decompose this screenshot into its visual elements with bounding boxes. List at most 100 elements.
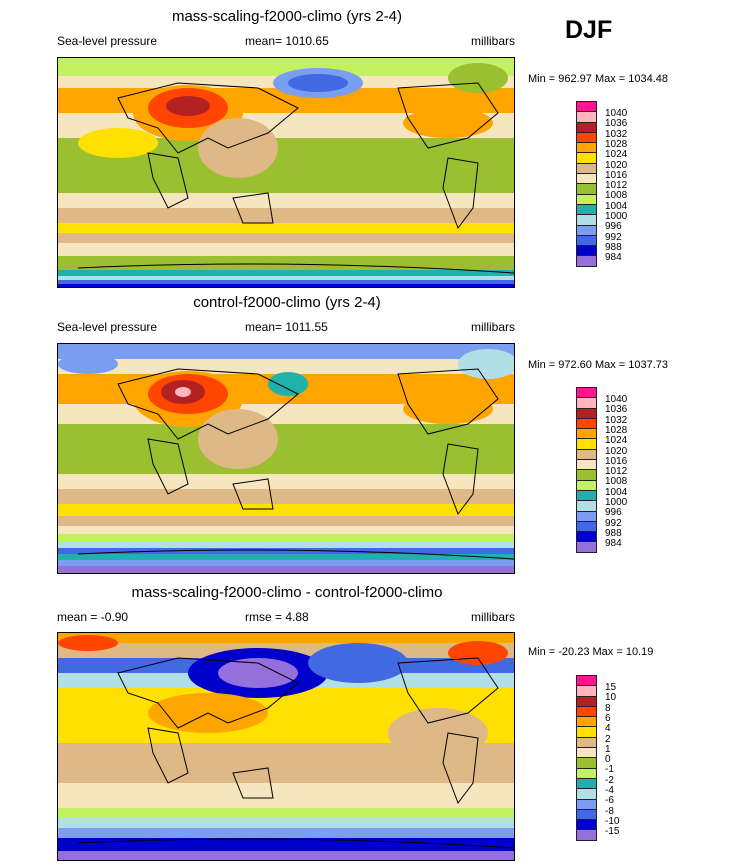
contour-fill: [448, 641, 508, 665]
contour-fill: [58, 284, 514, 287]
contour-fill: [58, 243, 514, 257]
contour-fill: [58, 783, 514, 809]
contour-fill: [442, 732, 479, 805]
contour-fill: [403, 108, 493, 138]
contour-fill: [232, 478, 274, 510]
minmax-label: Min = 972.60 Max = 1037.73: [528, 359, 669, 371]
colorbar-label: -8: [605, 805, 614, 817]
contour-fill: [58, 504, 514, 517]
colorbar: [576, 675, 597, 841]
contour-fill: [58, 516, 514, 527]
contour-fill: [58, 534, 514, 543]
units-label: millibars: [470, 320, 515, 334]
contour-fill: [58, 554, 514, 561]
colorbar-label: 1024: [605, 435, 628, 447]
colorbar-swatch: [576, 541, 597, 553]
contour-fill: [147, 438, 189, 495]
contour-fill: [58, 223, 514, 234]
colorbar-label: 984: [605, 538, 622, 550]
contour-fill: [117, 657, 299, 729]
contour-fill: [117, 82, 299, 154]
colorbar-label: 1016: [605, 455, 628, 467]
units-label: millibars: [470, 610, 515, 624]
colorbar-label: -4: [605, 785, 614, 796]
contour-fill: [58, 851, 514, 860]
colorbar-label: 992: [605, 231, 622, 243]
contour-fill: [288, 74, 348, 92]
colorbar-swatch: [576, 255, 597, 267]
colorbar-label: 1012: [605, 466, 628, 478]
minmax-label: Min = 962.97 Max = 1034.48: [528, 73, 669, 85]
contour-fill: [77, 263, 514, 274]
colorbar-label: 1040: [605, 108, 628, 119]
contour-fill: [175, 387, 191, 397]
mean-label: mean= 1010.65: [245, 34, 329, 48]
colorbar-label: 1016: [605, 169, 628, 181]
contour-fill: [58, 818, 514, 829]
contour-fill: [448, 63, 508, 93]
colorbar-label: 1020: [605, 445, 628, 457]
colorbar-label: -6: [605, 795, 614, 807]
contour-fill: [397, 368, 499, 435]
colorbar-label: 1004: [605, 486, 628, 498]
contour-fill: [442, 157, 479, 230]
panel-title: mass-scaling-f2000-climo - control-f2000…: [131, 584, 443, 601]
colorbar-label: 10: [605, 692, 617, 704]
contour-fill: [58, 542, 514, 549]
colorbar-label: 988: [605, 241, 622, 253]
contour-fill: [77, 549, 514, 560]
colorbar: [576, 101, 597, 267]
contour-fill: [58, 635, 118, 651]
colorbar-label: 1004: [605, 200, 628, 212]
colorbar-label: 1020: [605, 159, 628, 171]
variable-label: Sea-level pressure: [57, 320, 158, 334]
mean-label: mean= 1011.55: [245, 320, 328, 334]
contour-fill: [58, 566, 514, 573]
colorbar-label: 2: [605, 733, 611, 745]
colorbar-label: 1032: [605, 414, 628, 426]
contour-fill: [58, 808, 514, 819]
colorbar-label: 1032: [605, 128, 628, 140]
contour-fill: [442, 443, 479, 516]
contour-fill: [458, 349, 514, 379]
contour-fill: [218, 658, 298, 688]
contour-fill: [58, 548, 514, 555]
contour-fill: [58, 276, 514, 281]
contour-fill: [268, 372, 308, 396]
contour-fill: [198, 409, 278, 469]
map-plot: [57, 632, 515, 861]
contour-fill: [58, 633, 514, 644]
colorbar-label: -2: [605, 774, 614, 786]
colorbar-label: 1028: [605, 138, 628, 150]
colorbar-label: 1036: [605, 118, 628, 130]
contour-fill: [78, 128, 158, 158]
colorbar-label: -10: [605, 815, 620, 827]
contour-fill: [58, 354, 118, 374]
contour-fill: [58, 58, 514, 77]
contour-fill: [403, 394, 493, 424]
contour-fill: [117, 368, 299, 440]
colorbar-label: 996: [605, 507, 622, 519]
colorbar-label: 1028: [605, 424, 628, 436]
contour-fill: [58, 193, 514, 209]
contour-fill: [58, 270, 514, 277]
contour-fill: [58, 233, 514, 244]
colorbar-label: 8: [605, 702, 611, 714]
contour-fill: [397, 82, 499, 149]
colorbar-label: 988: [605, 527, 622, 539]
colorbar-label: 996: [605, 221, 622, 233]
contour-fill: [58, 424, 514, 475]
contour-fill: [388, 708, 488, 758]
colorbar-label: 15: [605, 682, 617, 693]
colorbar: [576, 387, 597, 553]
contour-fill: [58, 526, 514, 535]
panel-title: control-f2000-climo (yrs 2-4): [193, 294, 381, 311]
colorbar-label: 992: [605, 517, 622, 529]
colorbar-label: 6: [605, 712, 611, 724]
colorbar-swatch: [576, 829, 597, 841]
contour-fill: [58, 838, 514, 852]
colorbar-label: 1024: [605, 149, 628, 161]
map-plot: [57, 343, 515, 574]
variable-label: Sea-level pressure: [57, 34, 158, 48]
contour-fill: [147, 727, 189, 784]
